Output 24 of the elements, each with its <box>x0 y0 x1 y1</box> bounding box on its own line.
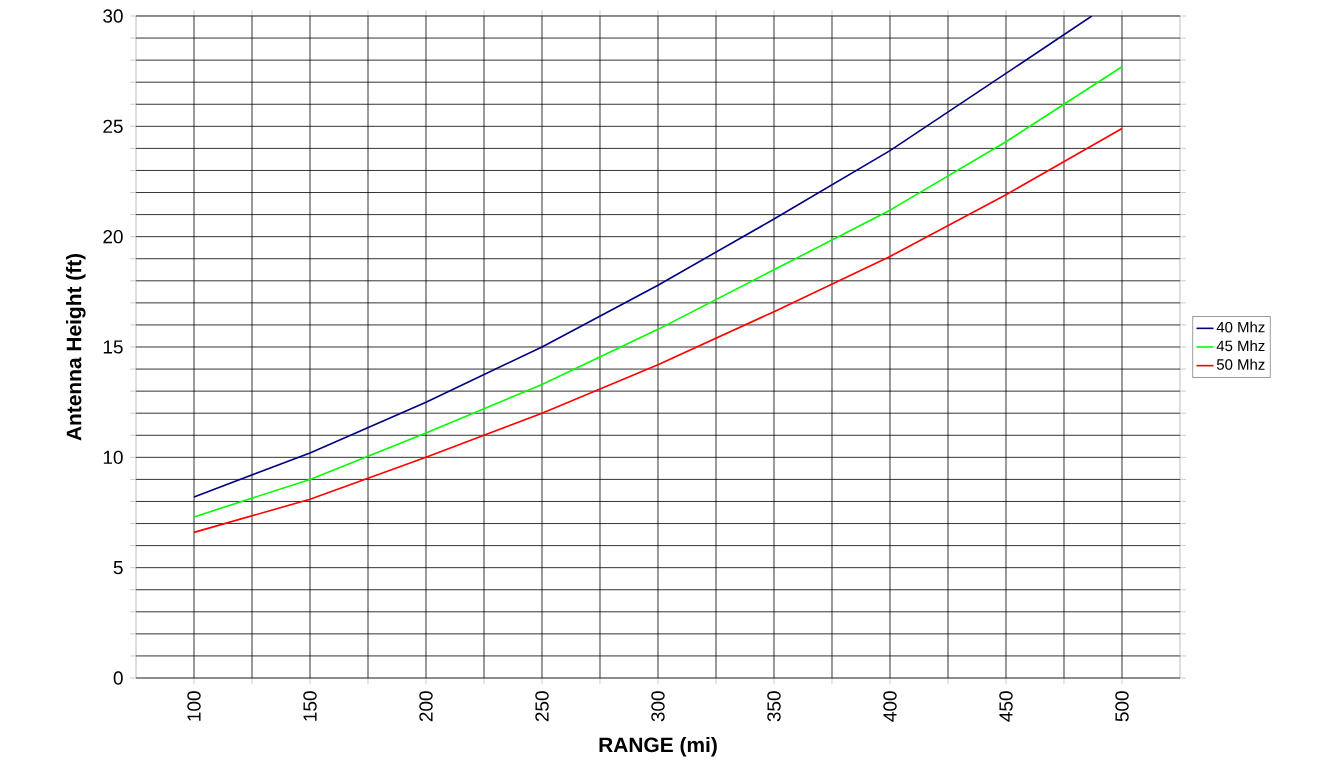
y-tick-label: 0 <box>113 671 123 685</box>
x-tick-label: 250 <box>535 691 549 722</box>
x-tick-label: 150 <box>303 691 317 721</box>
y-tick-label: 30 <box>103 9 123 23</box>
x-tick-label: 400 <box>883 691 897 722</box>
x-tick-label: 500 <box>1115 691 1129 722</box>
y-axis-title: Antenna Height (ft) <box>66 253 86 441</box>
x-axis-title: RANGE (mi) <box>599 736 717 757</box>
y-tick-label: 25 <box>103 119 123 134</box>
legend-label: 40 Mhz <box>1216 321 1265 333</box>
x-tick-label: 450 <box>999 691 1013 722</box>
line-series <box>193 127 1123 534</box>
legend-label: 45 Mhz <box>1216 340 1265 352</box>
y-tick-label: 15 <box>103 340 123 354</box>
x-tick-label: 300 <box>651 691 665 722</box>
x-tick-label: 200 <box>419 691 433 722</box>
legend-label: 50 Mhz <box>1216 358 1265 370</box>
y-tick-label: 10 <box>103 450 123 465</box>
line-series <box>193 15 1093 498</box>
line-series <box>193 65 1123 518</box>
y-tick-label: 20 <box>103 229 123 244</box>
x-tick-label: 100 <box>187 691 201 721</box>
y-tick-label: 5 <box>113 561 123 575</box>
x-tick-label: 350 <box>767 691 781 722</box>
